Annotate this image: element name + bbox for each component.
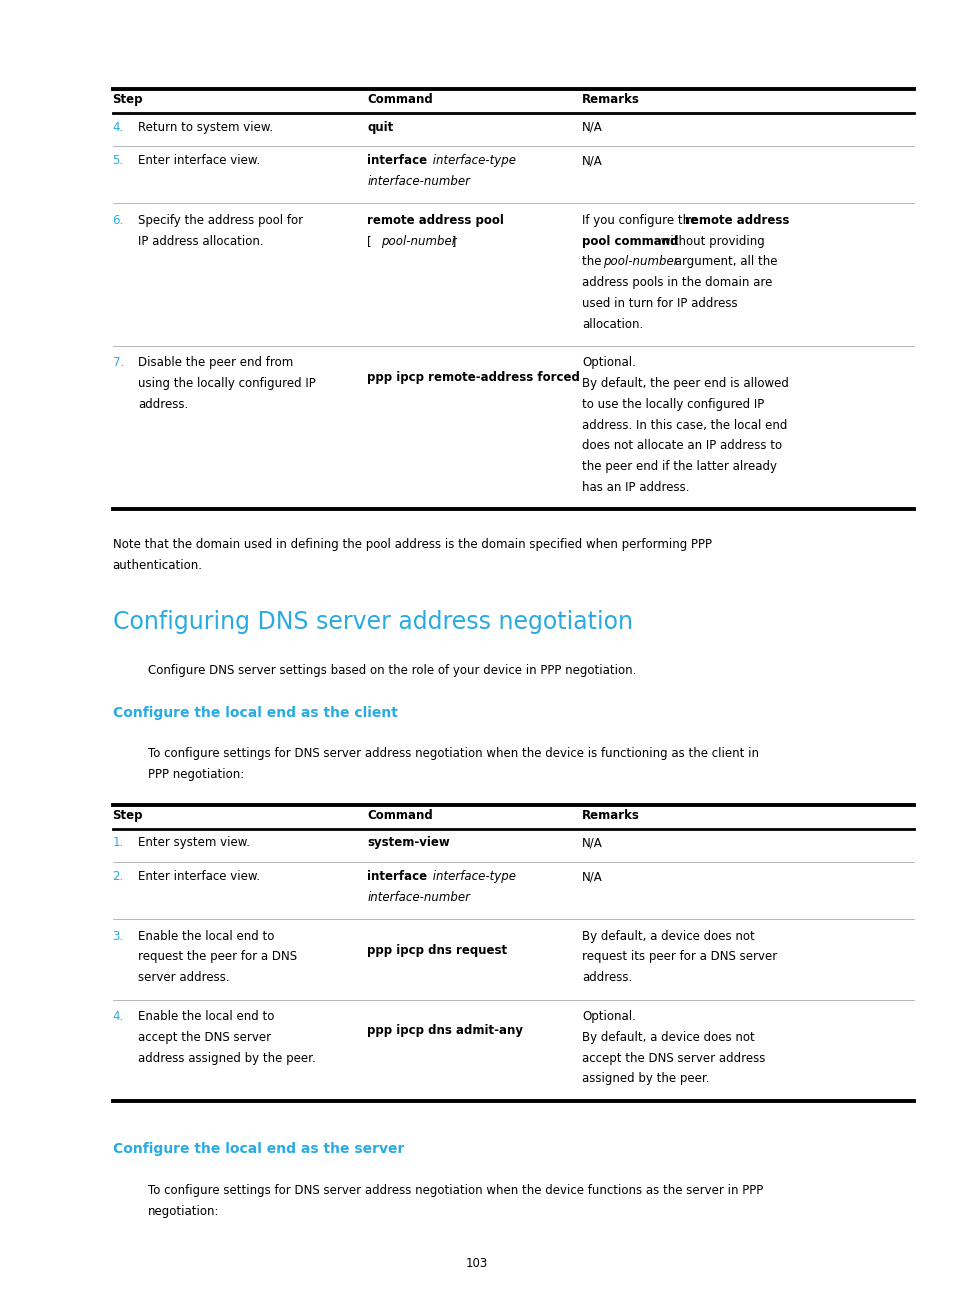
Text: If you configure the: If you configure the <box>581 214 700 227</box>
Text: By default, a device does not: By default, a device does not <box>581 929 754 942</box>
Text: Enable the local end to: Enable the local end to <box>138 1010 274 1023</box>
Text: accept the DNS server: accept the DNS server <box>138 1030 272 1043</box>
Text: Command: Command <box>367 809 433 822</box>
Text: Enter system view.: Enter system view. <box>138 836 250 849</box>
Text: the: the <box>581 255 604 268</box>
Text: 5.: 5. <box>112 154 124 167</box>
Text: interface-number: interface-number <box>367 175 470 188</box>
Text: server address.: server address. <box>138 971 230 984</box>
Text: PPP negotiation:: PPP negotiation: <box>148 769 244 781</box>
Text: 103: 103 <box>465 1257 488 1270</box>
Text: authentication.: authentication. <box>112 559 202 572</box>
Text: address.: address. <box>138 398 189 411</box>
Text: interface-type: interface-type <box>429 870 516 883</box>
Text: Remarks: Remarks <box>581 93 639 106</box>
Text: By default, a device does not: By default, a device does not <box>581 1030 754 1043</box>
Text: 2.: 2. <box>112 870 124 883</box>
Text: 4.: 4. <box>112 121 124 133</box>
Text: 4.: 4. <box>112 1010 124 1023</box>
Text: using the locally configured IP: using the locally configured IP <box>138 377 315 390</box>
Text: Enter interface view.: Enter interface view. <box>138 870 260 883</box>
Text: interface-type: interface-type <box>429 154 516 167</box>
Text: Configure the local end as the server: Configure the local end as the server <box>112 1142 403 1156</box>
Text: ppp ipcp remote-address forced: ppp ipcp remote-address forced <box>367 371 579 384</box>
Text: ppp ipcp dns admit-any: ppp ipcp dns admit-any <box>367 1024 523 1037</box>
Text: accept the DNS server address: accept the DNS server address <box>581 1051 764 1064</box>
Text: To configure settings for DNS server address negotiation when the device functio: To configure settings for DNS server add… <box>148 1183 762 1196</box>
Text: request its peer for a DNS server: request its peer for a DNS server <box>581 950 777 963</box>
Text: request the peer for a DNS: request the peer for a DNS <box>138 950 297 963</box>
Text: without providing: without providing <box>657 235 764 248</box>
Text: has an IP address.: has an IP address. <box>581 481 689 494</box>
Text: [: [ <box>367 235 375 248</box>
Text: interface: interface <box>367 870 427 883</box>
Text: Enable the local end to: Enable the local end to <box>138 929 274 942</box>
Text: negotiation:: negotiation: <box>148 1204 219 1217</box>
Text: allocation.: allocation. <box>581 318 642 330</box>
Text: address assigned by the peer.: address assigned by the peer. <box>138 1051 315 1064</box>
Text: ]: ] <box>448 235 456 248</box>
Text: system-view: system-view <box>367 836 450 849</box>
Text: To configure settings for DNS server address negotiation when the device is func: To configure settings for DNS server add… <box>148 748 758 761</box>
Text: By default, the peer end is allowed: By default, the peer end is allowed <box>581 377 788 390</box>
Text: to use the locally configured IP: to use the locally configured IP <box>581 398 763 411</box>
Text: Specify the address pool for: Specify the address pool for <box>138 214 303 227</box>
Text: N/A: N/A <box>581 154 602 167</box>
Text: pool-number: pool-number <box>602 255 678 268</box>
Text: Disable the peer end from: Disable the peer end from <box>138 356 294 369</box>
Text: used in turn for IP address: used in turn for IP address <box>581 297 737 310</box>
Text: N/A: N/A <box>581 121 602 133</box>
Text: argument, all the: argument, all the <box>670 255 777 268</box>
Text: address. In this case, the local end: address. In this case, the local end <box>581 419 786 432</box>
Text: Configure DNS server settings based on the role of your device in PPP negotiatio: Configure DNS server settings based on t… <box>148 665 636 678</box>
Text: does not allocate an IP address to: does not allocate an IP address to <box>581 439 781 452</box>
Text: the peer end if the latter already: the peer end if the latter already <box>581 460 776 473</box>
Text: 1.: 1. <box>112 836 124 849</box>
Text: Configure the local end as the client: Configure the local end as the client <box>112 706 397 719</box>
Text: interface: interface <box>367 154 427 167</box>
Text: Return to system view.: Return to system view. <box>138 121 274 133</box>
Text: Note that the domain used in defining the pool address is the domain specified w: Note that the domain used in defining th… <box>112 538 711 551</box>
Text: N/A: N/A <box>581 870 602 883</box>
Text: Enter interface view.: Enter interface view. <box>138 154 260 167</box>
Text: Optional.: Optional. <box>581 356 635 369</box>
Text: assigned by the peer.: assigned by the peer. <box>581 1072 709 1085</box>
Text: N/A: N/A <box>581 836 602 849</box>
Text: Remarks: Remarks <box>581 809 639 822</box>
Text: 6.: 6. <box>112 214 124 227</box>
Text: 3.: 3. <box>112 929 124 942</box>
Text: interface-number: interface-number <box>367 890 470 903</box>
Text: remote address pool: remote address pool <box>367 214 503 227</box>
Text: address pools in the domain are: address pools in the domain are <box>581 276 772 289</box>
Text: Step: Step <box>112 93 143 106</box>
Text: Optional.: Optional. <box>581 1010 635 1023</box>
Text: ppp ipcp dns request: ppp ipcp dns request <box>367 943 507 956</box>
Text: remote address: remote address <box>684 214 788 227</box>
Text: Configuring DNS server address negotiation: Configuring DNS server address negotiati… <box>112 610 632 635</box>
Text: Step: Step <box>112 809 143 822</box>
Text: pool command: pool command <box>581 235 678 248</box>
Text: 7.: 7. <box>112 356 124 369</box>
Text: pool-number: pool-number <box>380 235 456 248</box>
Text: quit: quit <box>367 121 394 133</box>
Text: Command: Command <box>367 93 433 106</box>
Text: address.: address. <box>581 971 632 984</box>
Text: IP address allocation.: IP address allocation. <box>138 235 264 248</box>
